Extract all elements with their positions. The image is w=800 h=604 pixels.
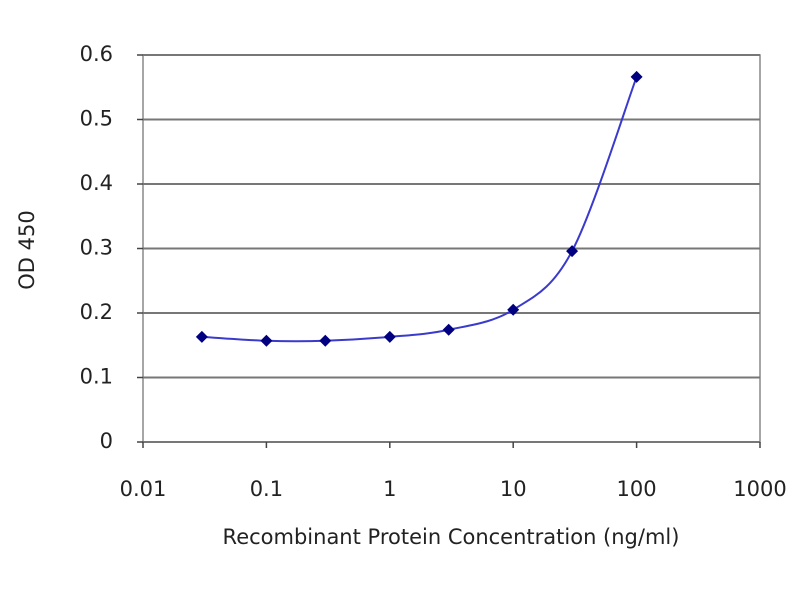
x-tick-label: 1000 [733, 477, 786, 501]
data-point [566, 245, 579, 258]
y-tick-label: 0 [100, 429, 113, 453]
data-point [195, 330, 208, 343]
x-tick-label: 100 [617, 477, 657, 501]
x-tick-label: 1 [383, 477, 396, 501]
x-tick-label: 0.01 [120, 477, 167, 501]
data-point [507, 303, 520, 316]
y-tick-label: 0.5 [80, 107, 113, 131]
x-tick-label: 0.1 [250, 477, 283, 501]
y-tick-label: 0.4 [80, 171, 113, 195]
data-point [319, 334, 332, 347]
y-tick-label: 0.1 [80, 365, 113, 389]
data-point [383, 330, 396, 343]
x-axis-label: Recombinant Protein Concentration (ng/ml… [223, 525, 680, 549]
y-axis-label: OD 450 [15, 210, 39, 289]
data-point [260, 334, 273, 347]
y-tick-label: 0.3 [80, 236, 113, 260]
y-tick-label: 0.6 [80, 42, 113, 66]
x-tick-label: 10 [500, 477, 527, 501]
data-point [442, 323, 455, 336]
data-point [630, 70, 643, 83]
y-tick-label: 0.2 [80, 300, 113, 324]
